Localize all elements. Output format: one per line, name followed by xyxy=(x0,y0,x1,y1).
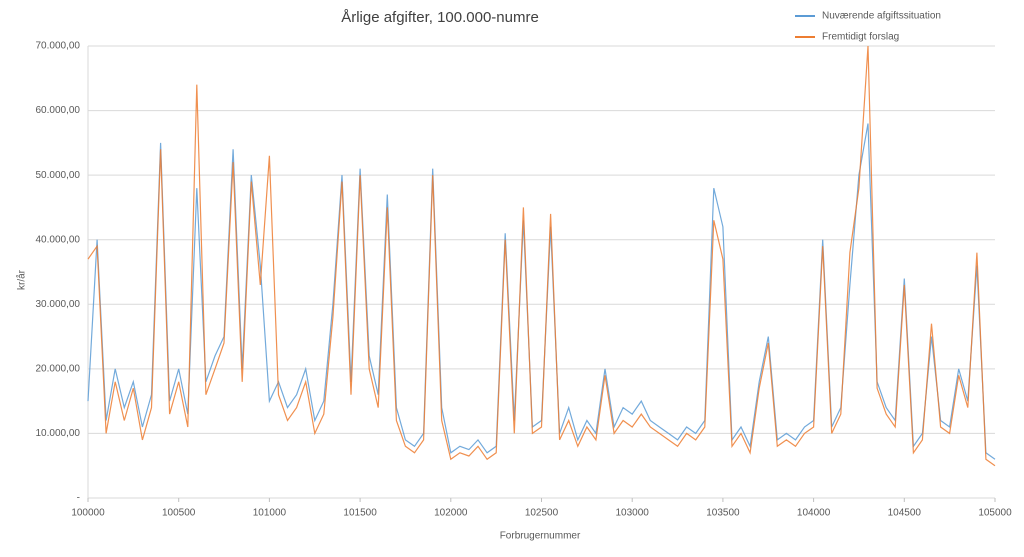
legend-label: Fremtidigt forslag xyxy=(822,32,899,43)
y-tick-label: 10.000,00 xyxy=(36,428,81,439)
y-tick-label: 20.000,00 xyxy=(36,363,81,374)
x-tick-label: 100000 xyxy=(71,508,105,519)
x-tick-label: 104500 xyxy=(888,508,922,519)
chart-title: Årlige afgifter, 100.000-numre xyxy=(341,9,539,26)
y-tick-label: 30.000,00 xyxy=(36,299,81,310)
x-tick-label: 104000 xyxy=(797,508,831,519)
series-line xyxy=(87,45,996,467)
x-tick-label: 103000 xyxy=(616,508,650,519)
y-tick-label: 70.000,00 xyxy=(36,41,81,52)
x-tick-label: 102500 xyxy=(525,508,559,519)
x-tick-label: 103500 xyxy=(706,508,740,519)
y-tick-label: 50.000,00 xyxy=(36,170,81,181)
y-tick-label: 60.000,00 xyxy=(36,105,81,116)
y-tick-label: 40.000,00 xyxy=(36,234,81,245)
x-tick-label: 100500 xyxy=(162,508,196,519)
legend-label: Nuværende afgiftssituation xyxy=(822,11,941,22)
series-line xyxy=(87,123,996,460)
x-axis-label: Forbrugernummer xyxy=(500,531,581,542)
x-tick-label: 101000 xyxy=(253,508,287,519)
y-axis-label: kr/år xyxy=(16,269,28,290)
x-tick-label: 105000 xyxy=(978,508,1012,519)
x-tick-label: 102000 xyxy=(434,508,468,519)
x-tick-label: 101500 xyxy=(343,508,377,519)
y-tick-label: - xyxy=(77,493,80,504)
